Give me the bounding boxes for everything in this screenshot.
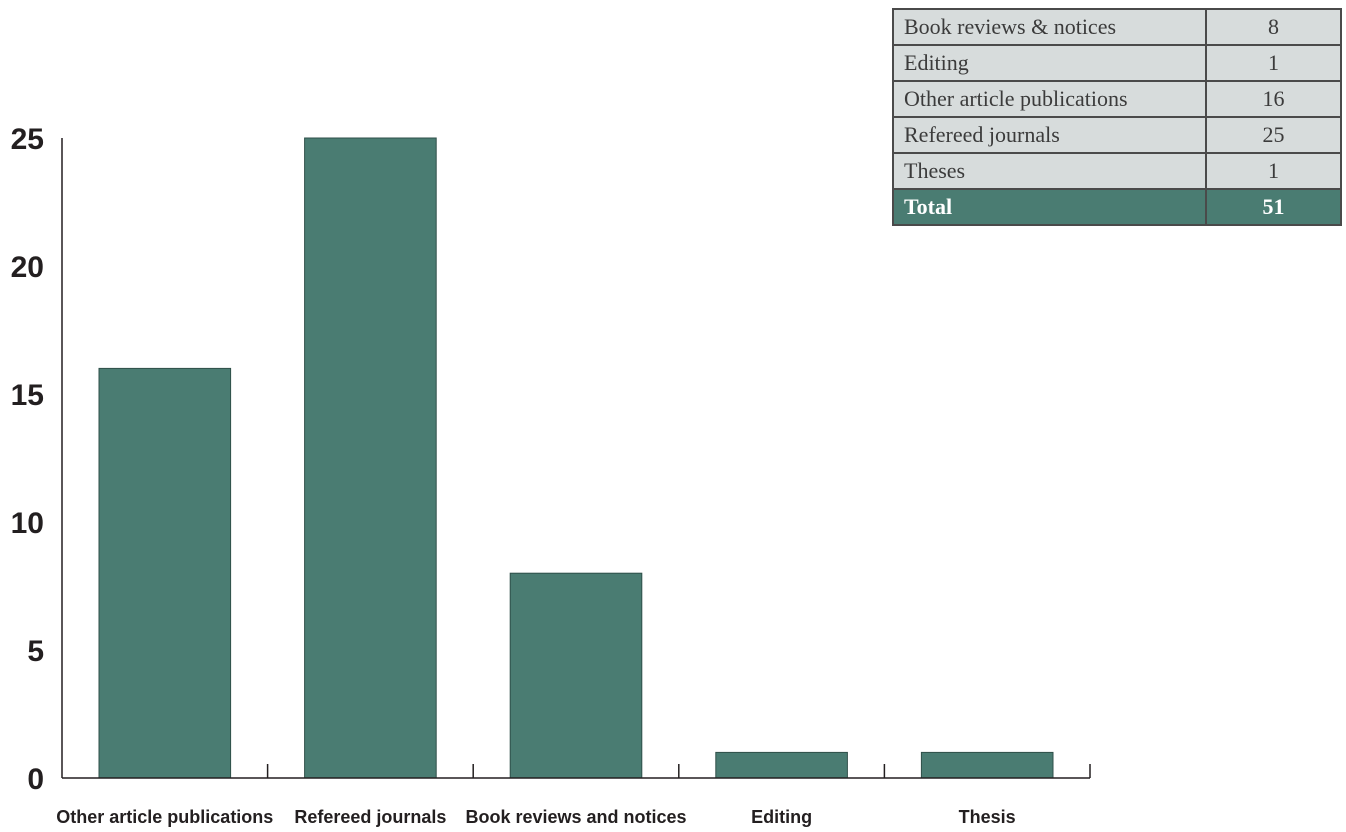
table-row: Editing 1 (892, 44, 1342, 82)
summary-table: Book reviews & notices 8 Editing 1 Other… (892, 8, 1342, 226)
y-axis-ticks: 0 5 10 15 20 25 (11, 123, 44, 796)
axes (61, 138, 1090, 779)
x-axis-ticks (266, 764, 1091, 778)
row-label: Refereed journals (892, 116, 1207, 154)
table-row: Theses 1 (892, 152, 1342, 190)
row-value: 8 (1205, 8, 1342, 46)
y-tick-label: 5 (27, 635, 44, 668)
x-axis-category-labels: Other article publications Refereed journ… (56, 807, 1015, 827)
bar (509, 572, 643, 779)
row-label: Editing (892, 44, 1207, 82)
bar (98, 367, 232, 779)
table-row: Refereed journals 25 (892, 116, 1342, 154)
y-tick-label: 20 (11, 251, 44, 284)
x-category-label: Refereed journals (294, 807, 446, 827)
x-category-label: Book reviews and notices (465, 807, 686, 827)
bars (98, 137, 1054, 779)
y-tick-label: 15 (11, 379, 44, 412)
y-tick-label: 25 (11, 123, 44, 156)
row-value: 1 (1205, 152, 1342, 190)
row-label: Other article publications (892, 80, 1207, 118)
x-category-label: Editing (751, 807, 812, 827)
row-value: 1 (1205, 44, 1342, 82)
row-value: 16 (1205, 80, 1342, 118)
y-tick-label: 0 (27, 763, 44, 796)
table-row: Book reviews & notices 8 (892, 8, 1342, 46)
total-value: 51 (1205, 188, 1342, 226)
bar (920, 751, 1054, 779)
bar (304, 137, 437, 779)
table-row: Other article publications 16 (892, 80, 1342, 118)
row-label: Theses (892, 152, 1207, 190)
total-row: Total 51 (892, 188, 1342, 226)
row-value: 25 (1205, 116, 1342, 154)
x-category-label: Other article publications (56, 807, 273, 827)
bar (715, 751, 848, 779)
total-label: Total (892, 188, 1207, 226)
x-category-label: Thesis (959, 807, 1016, 827)
row-label: Book reviews & notices (892, 8, 1207, 46)
y-tick-label: 10 (11, 507, 44, 540)
